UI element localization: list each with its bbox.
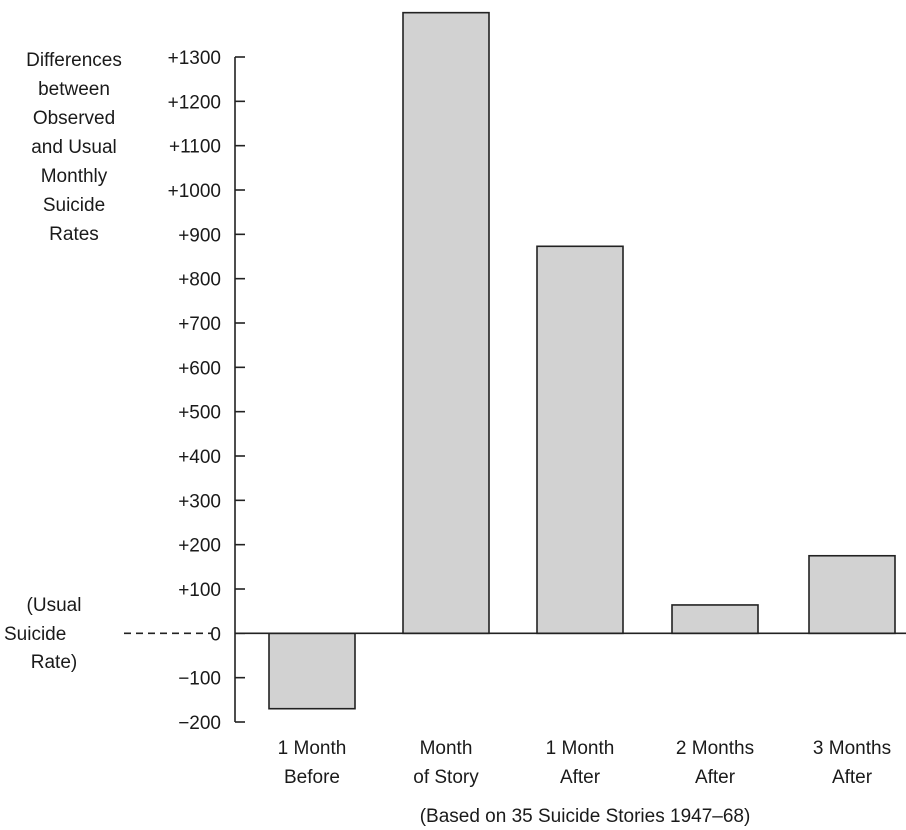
y-tick-label: −200 (178, 713, 221, 734)
y-axis-title-line: Rates (49, 224, 99, 245)
bar (808, 554, 896, 635)
y-axis-title-line: Differences (26, 50, 122, 71)
category-label: of Story (413, 767, 479, 788)
y-tick-label: +1200 (168, 92, 221, 113)
y-tick-label: −100 (178, 669, 221, 690)
y-axis-title-line: Observed (33, 108, 115, 129)
y-axis-title-line: Monthly (41, 166, 108, 187)
y-tick-label: +600 (178, 358, 221, 379)
y-tick-label: 0 (210, 624, 221, 645)
y-tick-label: +1100 (169, 137, 221, 158)
y-tick-label: +800 (178, 270, 221, 291)
baseline-annotation-line: (Usual (27, 595, 82, 616)
category-label: 2 Months (676, 738, 754, 759)
bar (671, 604, 759, 635)
y-tick-label: +1000 (168, 181, 221, 202)
baseline-annotation-line: Suicide (4, 624, 66, 645)
bar (536, 245, 624, 635)
y-tick-label: +700 (178, 314, 221, 335)
bar (268, 632, 356, 710)
category-label: Month (420, 738, 473, 759)
y-axis-title-line: and Usual (31, 137, 117, 158)
category-label: After (560, 767, 601, 788)
category-label: After (695, 767, 736, 788)
x-axis-caption: (Based on 35 Suicide Stories 1947–68) (420, 806, 751, 827)
category-label: 1 Month (278, 738, 347, 759)
y-tick-label: +300 (178, 491, 221, 512)
y-tick-label: +500 (178, 403, 221, 424)
category-label: 1 Month (546, 738, 615, 759)
y-tick-label: +900 (178, 225, 221, 246)
y-tick-label: +1300 (168, 48, 221, 69)
y-axis-title-line: between (38, 79, 110, 100)
category-label: After (832, 767, 873, 788)
y-tick-label: +400 (178, 447, 221, 468)
category-label: 3 Months (813, 738, 891, 759)
y-tick-label: +200 (178, 536, 221, 557)
bar (402, 11, 490, 635)
y-tick-label: +100 (178, 580, 221, 601)
baseline-annotation-line: Rate) (31, 652, 77, 673)
y-axis-title-line: Suicide (43, 195, 105, 216)
category-label: Before (284, 767, 340, 788)
